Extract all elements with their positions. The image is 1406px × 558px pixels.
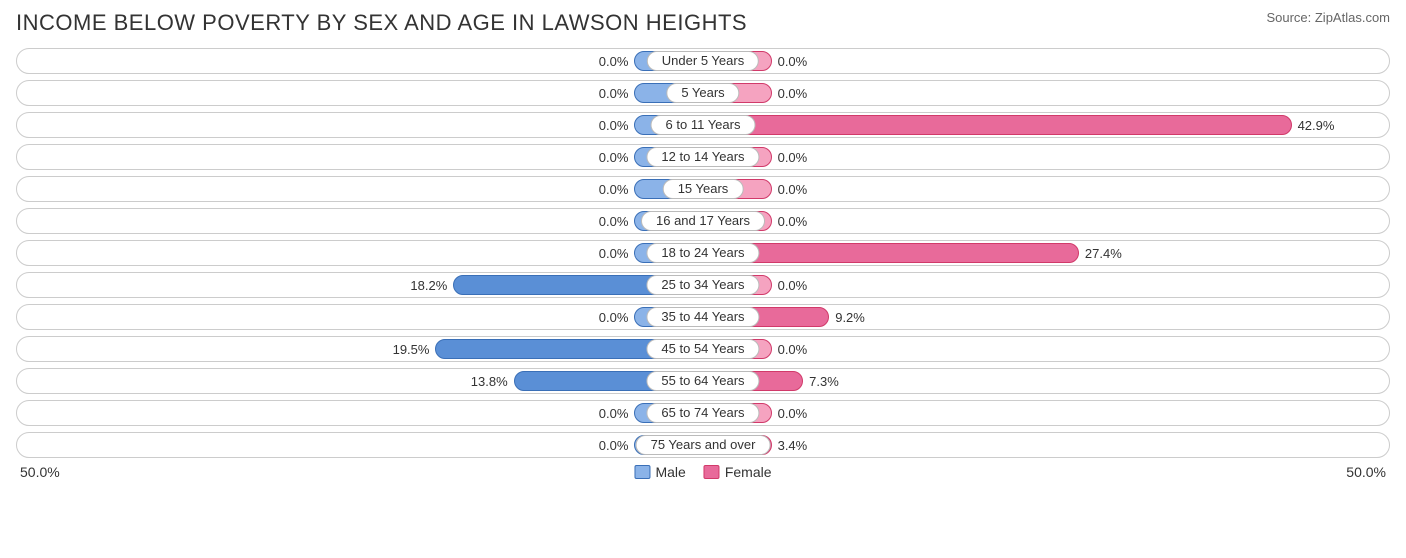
category-label: 65 to 74 Years [646,403,759,423]
female-value: 0.0% [772,209,808,233]
chart-row: 19.5% 0.0% 45 to 54 Years [16,336,1390,362]
male-value: 0.0% [599,209,635,233]
category-label: Under 5 Years [647,51,759,71]
male-value: 19.5% [393,337,436,361]
category-label: 5 Years [666,83,739,103]
axis-left: 50.0% [20,464,60,480]
male-value: 0.0% [599,241,635,265]
chart-row: 0.0% 0.0% 16 and 17 Years [16,208,1390,234]
diverging-bar-chart: 0.0%0.0%Under 5 Years0.0%0.0%5 Years0.0%… [16,48,1390,458]
chart-row: 0.0% 0.0% 5 Years [16,80,1390,106]
female-swatch [704,465,720,479]
chart-row: 0.0% 0.0% 65 to 74 Years [16,400,1390,426]
category-label: 6 to 11 Years [651,115,756,135]
male-value: 0.0% [599,177,635,201]
chart-row: 13.8% 7.3% 55 to 64 Years [16,368,1390,394]
female-value: 0.0% [772,401,808,425]
female-value: 0.0% [772,337,808,361]
chart-row: 0.0% 0.0% Under 5 Years [16,48,1390,74]
female-value: 0.0% [772,177,808,201]
female-value: 42.9% [1292,113,1335,137]
category-label: 25 to 34 Years [646,275,759,295]
category-label: 35 to 44 Years [646,307,759,327]
female-value: 0.0% [772,81,808,105]
female-value: 9.2% [829,305,865,329]
chart-row: 0.0% 9.2% 35 to 44 Years [16,304,1390,330]
male-swatch [634,465,650,479]
male-value: 0.0% [599,145,635,169]
category-label: 15 Years [663,179,744,199]
category-label: 55 to 64 Years [646,371,759,391]
axis-labels: 50.0% Male Female 50.0% [16,464,1390,480]
male-value: 0.0% [599,113,635,137]
chart-row: 0.0% 0.0% 15 Years [16,176,1390,202]
male-value: 0.0% [599,401,635,425]
female-value: 0.0% [772,273,808,297]
male-value: 18.2% [410,273,453,297]
female-value: 3.4% [772,433,808,457]
legend-female-label: Female [725,464,772,480]
male-value: 0.0% [599,305,635,329]
axis-right: 50.0% [1346,464,1386,480]
male-value: 0.0% [599,433,635,457]
chart-row: 0.0% 27.4% 18 to 24 Years [16,240,1390,266]
male-value: 13.8% [471,369,514,393]
female-value: 7.3% [803,369,839,393]
female-value: 0.0% [772,145,808,169]
chart-row: 0.0% 3.4%75 Years and over [16,432,1390,458]
category-label: 12 to 14 Years [646,147,759,167]
chart-source: Source: ZipAtlas.com [1266,10,1390,25]
legend-male-label: Male [655,464,685,480]
legend-male: Male [634,464,685,480]
male-value: 0.0% [599,81,635,105]
female-value: 0.0% [772,49,808,73]
female-bar [703,115,1292,135]
category-label: 18 to 24 Years [646,243,759,263]
legend-female: Female [704,464,772,480]
category-label: 16 and 17 Years [641,211,765,231]
female-value: 27.4% [1079,241,1122,265]
chart-row: 18.2% 0.0% 25 to 34 Years [16,272,1390,298]
chart-row: 0.0% 42.9% 6 to 11 Years [16,112,1390,138]
male-value: 0.0% [599,49,635,73]
category-label: 75 Years and over [636,435,771,455]
chart-row: 0.0% 0.0% 12 to 14 Years [16,144,1390,170]
legend: Male Female [634,464,771,480]
chart-title: INCOME BELOW POVERTY BY SEX AND AGE IN L… [16,10,747,36]
category-label: 45 to 54 Years [646,339,759,359]
